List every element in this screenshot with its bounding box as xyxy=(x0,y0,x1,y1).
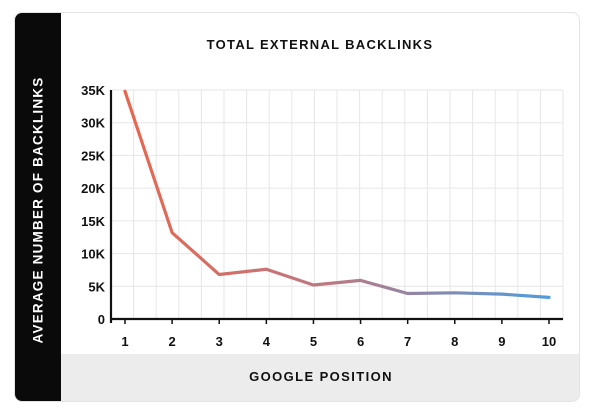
y-axis-label-band: AVERAGE NUMBER OF BACKLINKS xyxy=(15,13,61,401)
x-tick-label: 8 xyxy=(451,334,458,349)
x-tick-label: 3 xyxy=(216,334,223,349)
y-tick-label: 20K xyxy=(81,181,105,196)
chart-title: TOTAL EXTERNAL BACKLINKS xyxy=(206,37,434,52)
x-tick-label: 2 xyxy=(168,334,175,349)
x-tick-label: 10 xyxy=(542,334,556,349)
x-axis-label: GOOGLE POSITION xyxy=(249,369,393,384)
x-tick-label: 9 xyxy=(498,334,505,349)
y-tick-label: 25K xyxy=(81,148,105,163)
x-tick-label: 1 xyxy=(121,334,128,349)
x-tick-label: 4 xyxy=(263,334,271,349)
y-tick-label: 0 xyxy=(98,312,105,327)
chart-card: AVERAGE NUMBER OF BACKLINKS TOTAL EXTERN… xyxy=(14,12,580,402)
chart-plot: 0 5K 10K 15K 20K 25K 30K 35K 1 2 3 4 5 6 7 8 9 10 xyxy=(81,83,564,349)
y-tick-label: 10K xyxy=(81,247,105,262)
y-tick-label: 30K xyxy=(81,116,105,131)
x-axis-label-band: GOOGLE POSITION xyxy=(61,354,579,401)
y-tick-label: 35K xyxy=(81,83,105,98)
series-line xyxy=(123,89,551,300)
x-tick-label: 6 xyxy=(357,334,364,349)
y-tick-label: 5K xyxy=(88,279,105,294)
x-tick-label: 7 xyxy=(404,334,411,349)
x-tick-label: 5 xyxy=(310,334,317,349)
y-tick-label: 15K xyxy=(81,214,105,229)
